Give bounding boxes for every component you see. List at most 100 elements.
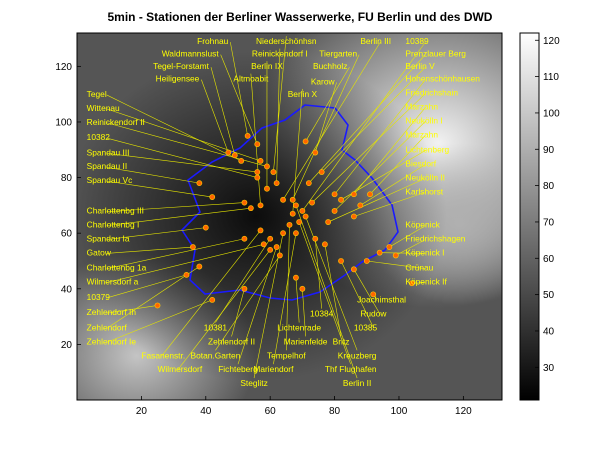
station-label: Tegel: [87, 89, 107, 99]
station-marker: [331, 191, 338, 198]
station-label: Köpenick: [405, 220, 440, 230]
station-label: 10379: [87, 292, 111, 302]
colorbar-tick-label: 120: [543, 36, 560, 47]
station-labels: Frohnau Waldmannslust Tegel-Forstamt Heilig…: [87, 36, 481, 388]
station-label: Grünau: [405, 263, 433, 273]
station-marker: [209, 297, 216, 303]
leader-line: [340, 260, 375, 329]
station-label: Köpenick If: [405, 277, 447, 287]
colorbar-tick-label: 80: [543, 181, 555, 192]
station-marker: [190, 244, 196, 250]
leader-line: [273, 233, 297, 365]
y-tick-label: 60: [61, 229, 73, 240]
station-marker: [376, 249, 383, 256]
station-label: Steglitz: [240, 378, 267, 388]
station-label: Zehlendorf II: [208, 336, 255, 346]
station-marker: [299, 285, 306, 292]
station-label: Spandau Vc: [87, 175, 133, 185]
leader-line: [311, 93, 426, 203]
station-label: Thf Flughafen: [325, 364, 377, 374]
station-marker: [338, 196, 344, 203]
station-marker: [293, 274, 299, 281]
station-label: Köpenick I: [405, 247, 444, 257]
leader-line: [250, 73, 261, 206]
station-label: Biesdorf: [405, 158, 436, 168]
station-label: Britz: [333, 336, 350, 346]
station-label: Zehlendorf Ie: [87, 336, 137, 346]
station-label: Botan.Garten: [191, 350, 241, 360]
station-marker: [183, 271, 190, 278]
colorbar-tick-label: 70: [543, 217, 555, 228]
leader-line: [353, 191, 426, 217]
station-marker: [254, 169, 261, 175]
station-label: Wilmersdorf a: [87, 277, 139, 287]
station-label: Hohenschönhausen: [405, 74, 480, 84]
leader-line: [321, 66, 426, 173]
leader-line: [106, 305, 158, 314]
leader-line: [106, 180, 213, 198]
colorbar-tick-label: 30: [543, 363, 555, 374]
station-label: Altmoabit: [233, 74, 269, 84]
leader-line: [379, 252, 426, 254]
station-marker: [357, 202, 364, 209]
station-label: Reinickendorf II: [87, 117, 145, 127]
station-label: Tempelhof: [267, 350, 306, 360]
station-marker: [257, 202, 264, 209]
leader-line: [231, 288, 245, 337]
station-marker: [370, 291, 377, 298]
station-marker: [238, 157, 245, 164]
station-marker: [312, 235, 319, 242]
station-label: Spandau Ia: [87, 234, 130, 244]
station-label: Berlin X: [288, 89, 318, 99]
leader-line: [295, 277, 300, 323]
station-marker: [241, 285, 248, 292]
station-marker: [331, 208, 338, 214]
leader-line: [302, 41, 426, 212]
leader-line: [308, 54, 426, 184]
station-label: Charlottenbg I: [87, 220, 140, 230]
station-label: Mariendorf: [253, 364, 294, 374]
y-tick-label: 120: [55, 62, 72, 73]
station-marker: [260, 241, 267, 248]
station-marker: [241, 235, 248, 242]
leader-line: [106, 94, 242, 162]
leader-line: [314, 82, 337, 153]
station-label: Berlin III: [360, 36, 391, 46]
station-label: Karow: [311, 76, 336, 86]
leader-line: [276, 48, 281, 184]
station-label: Gatow: [87, 247, 112, 257]
station-label: Zehlendorf: [87, 322, 128, 332]
leader-line: [106, 202, 245, 213]
station-label: Neukölln II: [405, 172, 445, 182]
leader-line: [282, 41, 381, 200]
leader-line: [106, 207, 251, 226]
station-label: Niederschönhsn: [256, 36, 317, 46]
station-marker: [257, 157, 264, 164]
station-marker: [309, 199, 315, 206]
station-label: 10384: [310, 309, 334, 319]
leader-line: [106, 246, 193, 254]
station-marker: [254, 174, 261, 181]
station-label: Friedrichshain: [405, 88, 458, 98]
x-tick-label: 60: [265, 406, 277, 417]
leader-line: [305, 66, 350, 142]
station-label: Marzahn: [405, 129, 438, 139]
leader-line: [210, 67, 236, 156]
station-label: Fichteberg: [218, 364, 258, 374]
leader-line: [220, 54, 258, 145]
y-axis-ticks: 20 40 60 80 100 120: [55, 62, 81, 351]
station-label: 10382: [87, 132, 111, 142]
leader-line: [106, 137, 258, 178]
station-marker: [286, 221, 293, 228]
leader-line: [295, 205, 358, 379]
leader-line: [237, 246, 277, 365]
station-label: Tegel-Forstamt: [153, 61, 210, 71]
colorbar-tick-label: 60: [543, 254, 555, 265]
station-label: Spandau III: [87, 147, 130, 157]
station-marker: [322, 241, 328, 248]
y-tick-label: 40: [61, 284, 73, 295]
colorbar-tick-label: 100: [543, 108, 560, 119]
station-label: Wilmersdorf: [157, 364, 202, 374]
station-marker: [231, 152, 238, 159]
leader-line: [285, 224, 290, 351]
